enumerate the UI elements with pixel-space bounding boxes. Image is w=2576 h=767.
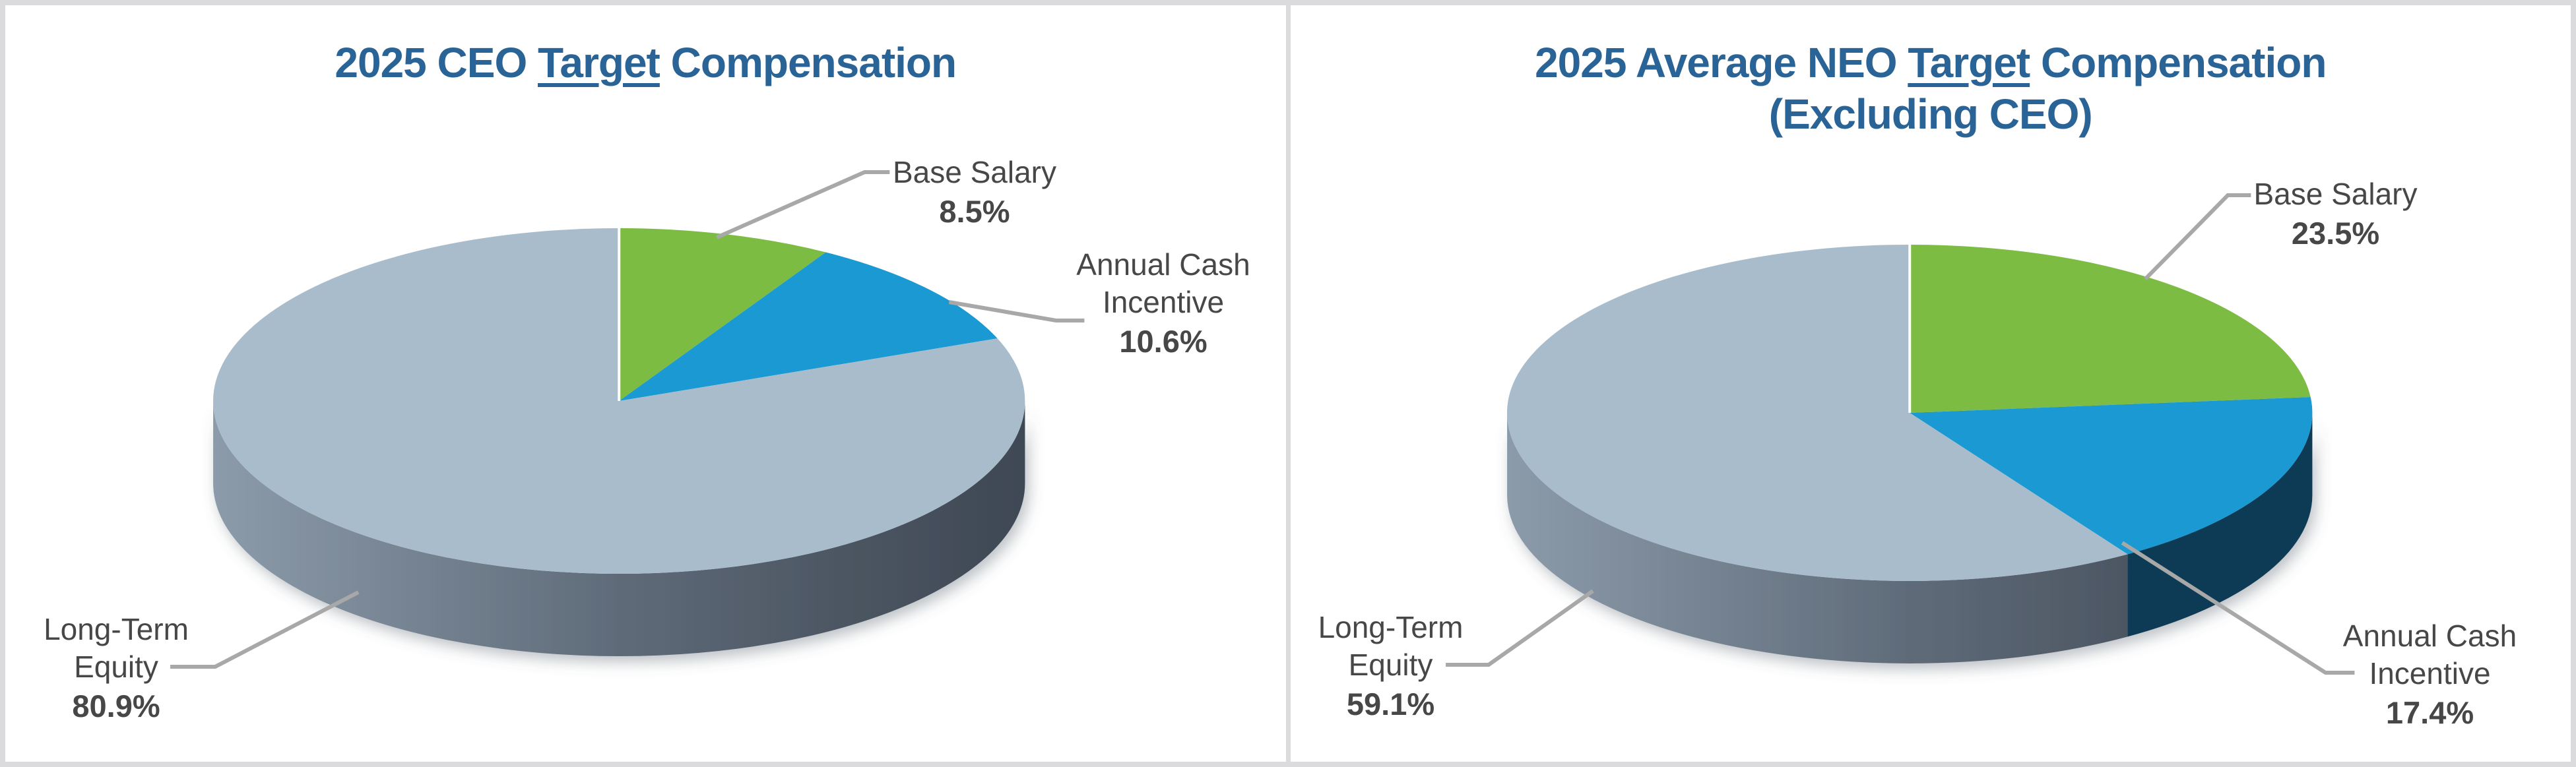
callout-value: 23.5%: [2291, 216, 2380, 251]
callout-label: Base Salary: [892, 155, 1056, 189]
callout-value: 59.1%: [1346, 687, 1435, 721]
leader-line-base-salary: [716, 170, 890, 239]
callout-label: Long-Term: [1318, 610, 1464, 644]
callout-label: Equity: [1348, 648, 1433, 682]
callout-label: Long-Term: [44, 612, 189, 646]
pie-chart-neo: [1445, 193, 2354, 675]
callout-base-salary: Base Salary 23.5%: [2204, 175, 2468, 254]
leader-line-annual-cash-incentive: [2121, 541, 2354, 675]
title-text: 2025 CEO: [335, 39, 538, 86]
pie-slice-base-salary: [1909, 245, 2311, 413]
pie-slice-base-salary: [619, 228, 826, 401]
leader-line-annual-cash-incentive: [948, 300, 1085, 322]
chart-panel-neo: 2025 Average NEO Target Compensation (Ex…: [1285, 5, 2571, 762]
pie-slice-annual-cash-incentive: [619, 252, 998, 401]
leader-line-long-term-equity: [1445, 589, 1594, 667]
callout-annual-cash-incentive: Annual Cash Incentive 17.4%: [2298, 617, 2562, 733]
leader-line-long-term-equity: [170, 590, 360, 669]
callout-base-salary: Base Salary 8.5%: [843, 154, 1107, 232]
callout-label: Base Salary: [2253, 177, 2418, 211]
chart-title-line2: (Excluding CEO): [1768, 90, 2093, 138]
callout-value: 10.6%: [1119, 324, 1208, 359]
callout-annual-cash-incentive: Annual Cash Incentive 10.6%: [1031, 246, 1286, 362]
callout-label: Equity: [74, 650, 158, 684]
title-text: Compensation: [2030, 39, 2327, 86]
title-text: 2025 Average NEO: [1535, 39, 1908, 86]
callout-label: Incentive: [2369, 656, 2491, 690]
title-underlined-word: Target: [1908, 39, 2030, 86]
chart-title-ceo: 2025 CEO Target Compensation: [5, 37, 1286, 88]
pie-side-long-term-equity: [1506, 413, 2127, 663]
callout-label: Incentive: [1102, 285, 1225, 319]
callout-label: Annual Cash: [1076, 247, 1250, 282]
title-underlined-word: Target: [538, 39, 660, 86]
chart-panel-ceo: 2025 CEO Target Compensation Base Salary…: [5, 5, 1286, 762]
callout-value: 8.5%: [939, 194, 1010, 229]
callout-value: 17.4%: [2385, 695, 2474, 730]
pie-side-annual-cash-incentive: [2127, 413, 2312, 637]
chart-title-neo: 2025 Average NEO Target Compensation (Ex…: [1291, 37, 2571, 140]
pie-slice-long-term-equity: [1506, 244, 2127, 581]
pie-chart-ceo: [170, 170, 1085, 669]
leader-line-base-salary: [2143, 193, 2251, 281]
callout-long-term-equity: Long-Term Equity 80.9%: [5, 611, 227, 727]
pie-side-long-term-equity: [213, 401, 1025, 656]
callout-value: 80.9%: [72, 689, 160, 723]
pie-slice-annual-cash-incentive: [1909, 397, 2312, 555]
callout-long-term-equity: Long-Term Equity 59.1%: [1291, 609, 1491, 725]
callout-label: Annual Cash: [2342, 619, 2517, 653]
title-text: Compensation: [659, 39, 957, 86]
